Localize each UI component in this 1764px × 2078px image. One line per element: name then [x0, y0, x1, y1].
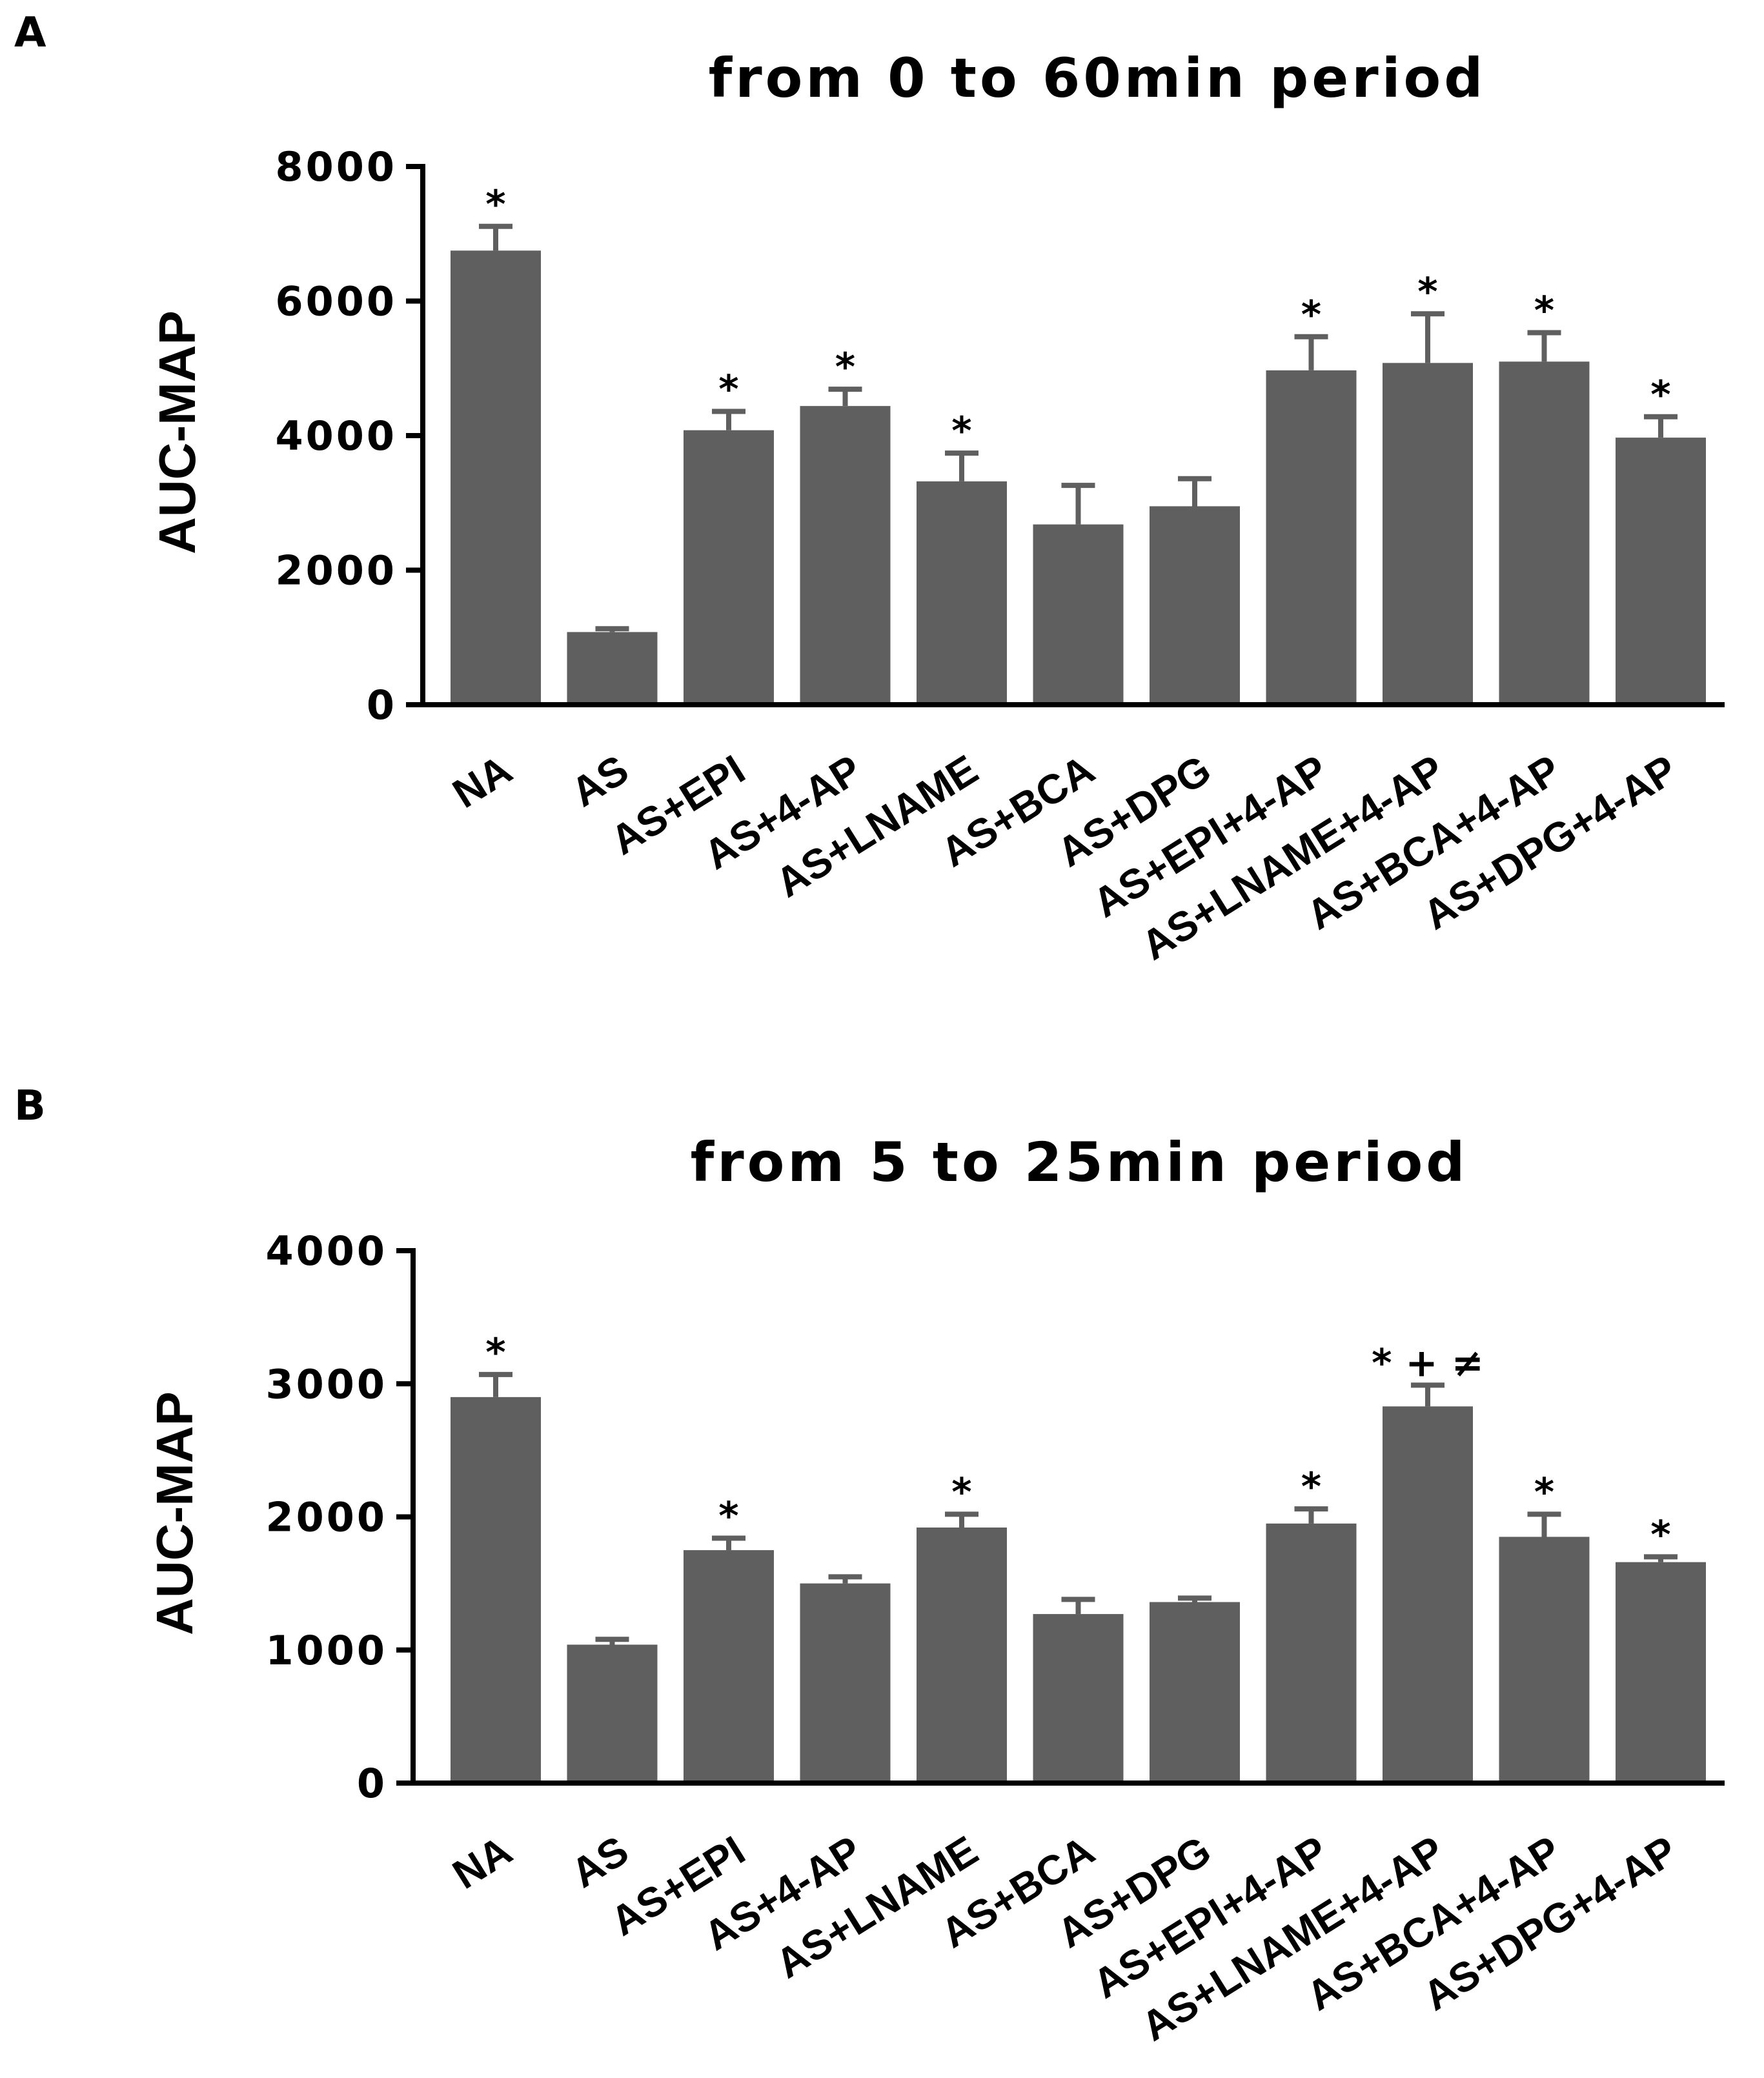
panel-b-bar [1499, 1537, 1590, 1783]
panel-a-error-bar [1527, 330, 1561, 362]
panel-a-x-tick-label: AS [563, 746, 636, 816]
panel-b-bar [451, 1397, 541, 1783]
panel-b-bar [800, 1583, 891, 1783]
panel-b-bar [1266, 1523, 1357, 1783]
panel-a-y-axis-label: AUC-MAP [148, 310, 206, 554]
panel-a-bar [800, 406, 891, 705]
panel-b-y-axis-label: AUC-MAP [146, 1391, 203, 1635]
panel-a-error-bar [1294, 334, 1328, 370]
panel-a-significance-label: * [1650, 372, 1670, 418]
panel-b-error-bar [595, 1637, 629, 1645]
panel-a-y-tick-label: 2000 [275, 547, 397, 594]
panel-b-error-bar [1061, 1597, 1095, 1615]
panel-b-significance-label: * [1650, 1512, 1670, 1557]
panel-a-error-bar [1061, 483, 1095, 525]
panel-a-significance-label: * [1417, 269, 1437, 314]
panel-b-y-tick-label: 2000 [265, 1494, 387, 1541]
panel-b-error-bar [1644, 1554, 1678, 1562]
panel-a-significance-label: * [718, 367, 738, 412]
panel-b-error-bar [712, 1535, 745, 1551]
panel-a-significance-label: * [1534, 288, 1554, 333]
panel-b-significance-label: * + ≠ [1372, 1340, 1484, 1386]
panel-a-bar [1383, 363, 1473, 705]
panel-a-significance-label: * [835, 345, 855, 390]
panel-b-bar [1616, 1562, 1706, 1783]
panel-a-bar [1150, 506, 1240, 705]
panel-a-bar [567, 632, 658, 705]
panel-b-y-tick-label: 4000 [265, 1227, 387, 1275]
panel-a-y-tick-label: 0 [367, 681, 397, 729]
panel-a-significance-label: * [1301, 292, 1321, 338]
panel-b-significance-label: * [485, 1330, 505, 1375]
panel-a-error-bar [945, 450, 978, 481]
panel-a-significance-label: * [951, 409, 971, 454]
panel-b-significance-label: * [1301, 1464, 1321, 1509]
panel-a-significance-label: * [485, 182, 505, 227]
panel-b-bar [1150, 1602, 1240, 1783]
panel-b-bar [1383, 1406, 1473, 1783]
panel-b-significance-label: * [951, 1469, 971, 1515]
panel-b-bar [917, 1528, 1007, 1783]
panel-a-bar [917, 481, 1007, 705]
panel-b-title: from 5 to 25min period [691, 1131, 1468, 1194]
panel-b-letter: B [14, 1082, 46, 1130]
panel-b-error-bar [479, 1371, 512, 1397]
panel-b-error-bar [945, 1511, 978, 1528]
panel-b-significance-label: * [718, 1494, 738, 1539]
panel-b-error-bar [1294, 1506, 1328, 1524]
panel-b-error-bar [1411, 1382, 1445, 1407]
panel-a-error-bar [1411, 311, 1445, 363]
panel-a-y-tick-label: 4000 [275, 412, 397, 459]
panel-a-bar [684, 430, 774, 705]
panel-a-error-bar [595, 626, 629, 632]
panel-a-x-tick-label: NA [445, 746, 520, 817]
panel-b-error-bar [1527, 1511, 1561, 1537]
panel-a-bar [1266, 370, 1357, 705]
panel-b-bar [684, 1550, 774, 1783]
panel-a-bar [1616, 438, 1706, 705]
panel-b-x-tick-label: NA [445, 1827, 520, 1898]
panel-b-bar [1033, 1614, 1124, 1783]
panel-a-error-bar [1178, 476, 1211, 507]
panel-a-bar [1499, 361, 1590, 705]
panel-a: A from 0 to 60min period AUC-MAP 0 2000 40… [14, 9, 1725, 969]
panel-b-error-bar [828, 1574, 862, 1584]
panel-a-letter: A [14, 9, 46, 57]
panel-a-y-tick-label: 6000 [275, 278, 397, 325]
panel-b-significance-label: * [1534, 1469, 1554, 1515]
panel-a-error-bar [1644, 414, 1678, 438]
panel-b-x-tick-label: AS [563, 1827, 636, 1897]
panel-a-bar [451, 250, 541, 705]
panel-a-error-bar [712, 409, 745, 430]
panel-a-bar [1033, 524, 1124, 705]
panel-b: B from 5 to 25min period AUC-MAP 0 1000 20… [14, 1082, 1725, 2050]
panel-a-y-tick-label: 8000 [275, 143, 397, 190]
panel-a-error-bar [828, 387, 862, 407]
panel-b-bar [567, 1644, 658, 1783]
panel-b-y-tick-label: 3000 [265, 1360, 387, 1407]
panel-b-y-tick-label: 1000 [265, 1627, 387, 1674]
panel-b-error-bar [1178, 1595, 1211, 1602]
panel-b-y-tick-label: 0 [357, 1760, 387, 1807]
panel-a-error-bar [479, 223, 512, 251]
panel-a-title: from 0 to 60min period [709, 46, 1486, 110]
